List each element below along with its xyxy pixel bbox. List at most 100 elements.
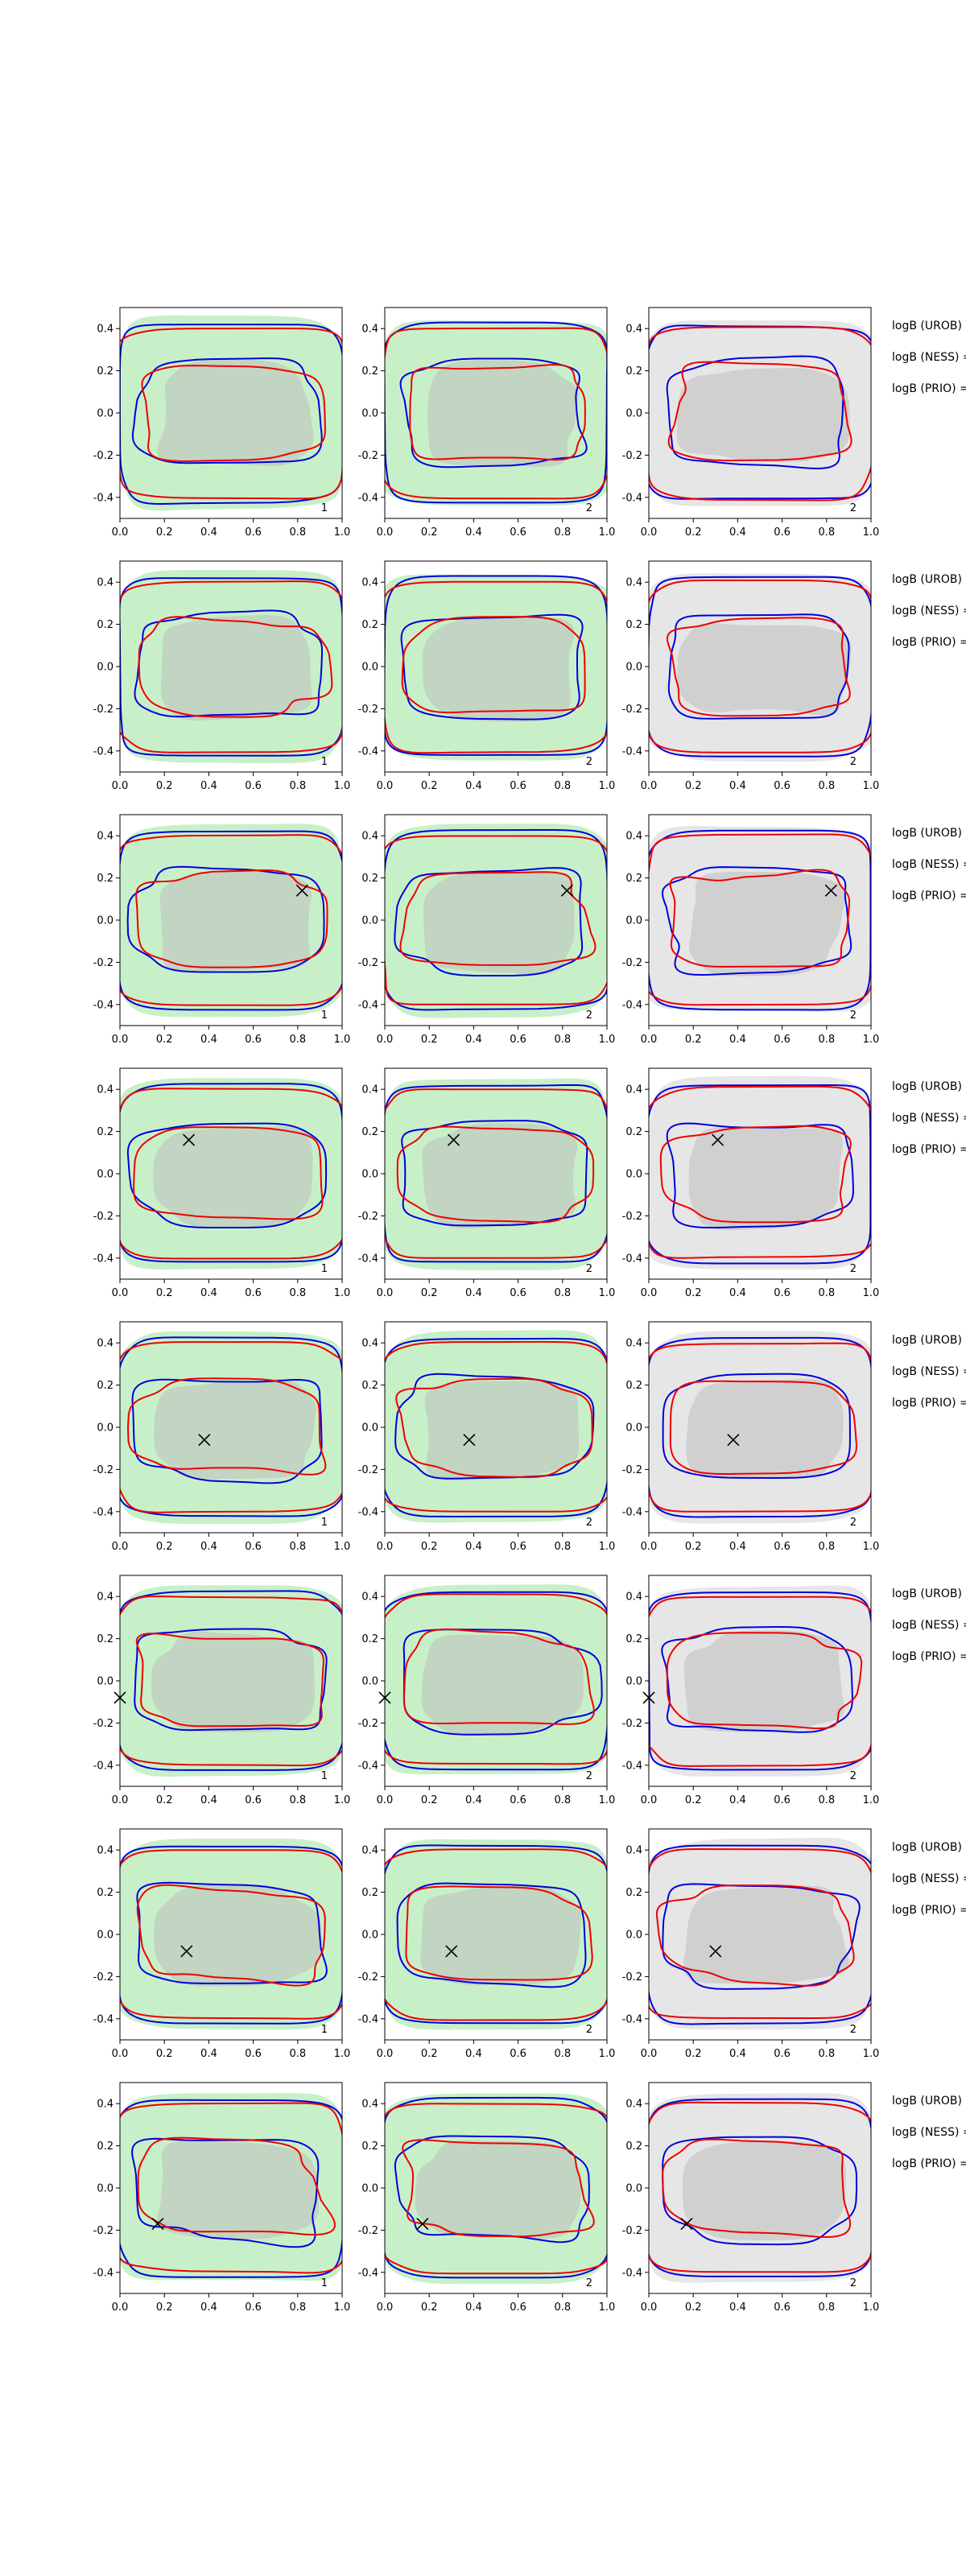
panel-r6-c1: 0.0 0.2 0.4 0.6 0.8 1.0 -0.4 -0.2 0.0 0.2 0.4 1: [93, 1575, 350, 1806]
x-tick-label: 0.8: [818, 1034, 835, 1046]
x-tick-label: 0.0: [641, 780, 658, 792]
y-tick-label: 0.2: [97, 365, 114, 378]
y-tick-label: 0.4: [361, 1084, 378, 1096]
blue-contour-outer: [120, 1083, 342, 1263]
red-contour-inner: [401, 616, 586, 713]
side-annotation: logB (PRIO) =: [892, 636, 966, 649]
grey-region: [683, 1630, 845, 1732]
blue-contour-outer: [649, 829, 871, 1011]
blue-contour-inner: [396, 1882, 587, 1988]
panel-r2-c3: 0.0 0.2 0.4 0.6 0.8 1.0 -0.4 -0.2 0.0 0.2 0.4 2: [622, 560, 879, 792]
y-tick-label: 0.4: [625, 1591, 642, 1604]
red-contour-outer: [120, 834, 342, 1006]
x-tick-label: 0.2: [156, 526, 173, 539]
panel-label: 2: [586, 2277, 592, 2289]
red-contour-inner: [666, 617, 851, 717]
y-tick-label: -0.4: [93, 1760, 114, 1772]
red-contour-outer: [385, 835, 607, 1005]
x-tick-label: 1.0: [334, 1034, 351, 1046]
y-tick-label: 0.0: [97, 2183, 114, 2195]
x-tick-label: 0.0: [641, 1034, 658, 1046]
blue-contour-inner: [131, 357, 323, 464]
y-tick-label: 0.0: [361, 662, 378, 674]
x-tick-label: 0.8: [818, 1541, 835, 1553]
side-annotations-row-8: logB (UROB) = logB (NESS) = logB (PRIO) =: [892, 2095, 966, 2170]
y-tick-label: -0.4: [93, 1253, 114, 1265]
x-tick-label: 0.2: [421, 1541, 438, 1553]
x-tick-label: 0.2: [156, 780, 173, 792]
y-tick-label: -0.4: [622, 1760, 642, 1772]
grey-region: [683, 1885, 849, 1984]
panel-label: 1: [321, 1770, 328, 1782]
x-tick-label: 0.8: [554, 1541, 571, 1553]
y-tick-label: 0.2: [97, 1887, 114, 1899]
x-tick-label: 0.0: [112, 780, 129, 792]
y-tick-label: 0.4: [361, 324, 378, 336]
x-tick-label: 0.2: [156, 1287, 173, 1299]
panel-label: 2: [586, 756, 592, 768]
grey-region: [151, 1631, 315, 1732]
grey-region: [422, 1123, 578, 1228]
y-tick-label: 0.0: [97, 1930, 114, 1942]
y-tick-label: -0.4: [358, 999, 378, 1011]
x-tick-label: 1.0: [334, 526, 351, 539]
x-tick-label: 0.2: [421, 1287, 438, 1299]
red-contour-outer: [385, 2103, 607, 2275]
y-tick-label: 0.4: [97, 324, 114, 336]
panel-contours: [120, 2093, 342, 2281]
panel-contours: [385, 574, 607, 761]
x-tick-label: 0.4: [729, 1794, 746, 1806]
x-tick-label: 0.8: [289, 1794, 306, 1806]
x-marker: [182, 1133, 196, 1146]
x-tick-label: 0.0: [112, 2048, 129, 2060]
red-contour-outer: [385, 580, 607, 754]
grey-region: [676, 368, 850, 462]
panel-r3-c1: 0.0 0.2 0.4 0.6 0.8 1.0 -0.4 -0.2 0.0 0.2 0.4 1: [93, 814, 351, 1046]
x-tick-label: 0.8: [554, 526, 571, 539]
x-tick-label: 0.4: [729, 1034, 746, 1046]
x-tick-label: 0.6: [774, 2048, 791, 2060]
x-tick-label: 0.6: [774, 780, 791, 792]
side-annotation: logB (NESS) =: [892, 1365, 966, 1378]
side-annotation: logB (NESS) =: [892, 605, 966, 617]
x-tick-label: 0.0: [377, 1541, 394, 1553]
y-tick-label: 0.2: [625, 873, 642, 885]
red-contour-outer: [120, 1341, 342, 1513]
x-tick-label: 0.0: [641, 526, 658, 539]
blue-contour-inner: [136, 1881, 328, 1984]
panel-contours: [385, 824, 607, 1018]
y-tick-label: 0.0: [625, 662, 642, 674]
grey-region: [686, 1378, 844, 1479]
x-tick-label: 0.8: [818, 2048, 835, 2060]
grey-region: [154, 1885, 322, 1987]
y-tick-label: 0.2: [361, 1126, 378, 1138]
y-tick-label: -0.2: [358, 1211, 378, 1223]
x-tick-label: 1.0: [334, 1541, 351, 1553]
y-tick-label: -0.4: [358, 1506, 378, 1518]
x-tick-label: 0.6: [510, 1287, 526, 1299]
red-contour-inner: [138, 616, 333, 718]
x-tick-label: 0.8: [818, 1287, 835, 1299]
side-annotations-row-5: logB (UROB) = logB (NESS) = logB (PRIO) =: [892, 1334, 966, 1410]
panel-contours: [120, 1078, 342, 1270]
y-tick-label: -0.2: [622, 704, 642, 716]
side-annotation: logB (PRIO) =: [892, 1904, 966, 1917]
x-tick-label: 0.6: [245, 2301, 262, 2314]
blue-contour-inner: [126, 865, 325, 973]
side-annotation: logB (UROB) =: [892, 1841, 966, 1854]
panel-r5-c2: 0.0 0.2 0.4 0.6 0.8 1.0 -0.4 -0.2 0.0 0.2 0.4 2: [358, 1321, 615, 1553]
x-marker: [180, 1945, 193, 1958]
y-tick-label: -0.4: [93, 999, 114, 1011]
y-tick-label: 0.4: [97, 2099, 114, 2111]
x-tick-label: 0.6: [245, 2048, 262, 2060]
blue-contour-outer: [120, 1590, 342, 1771]
side-annotation: logB (PRIO) =: [892, 890, 966, 902]
y-tick-label: -0.4: [358, 2267, 378, 2279]
blue-contour-inner: [394, 1373, 595, 1480]
y-tick-label: -0.4: [358, 745, 378, 758]
side-annotation: logB (UROB) =: [892, 320, 966, 332]
x-tick-label: 1.0: [599, 780, 616, 792]
y-tick-label: -0.2: [358, 450, 378, 462]
x-tick-label: 1.0: [863, 1794, 880, 1806]
y-tick-label: 0.0: [361, 2183, 378, 2195]
